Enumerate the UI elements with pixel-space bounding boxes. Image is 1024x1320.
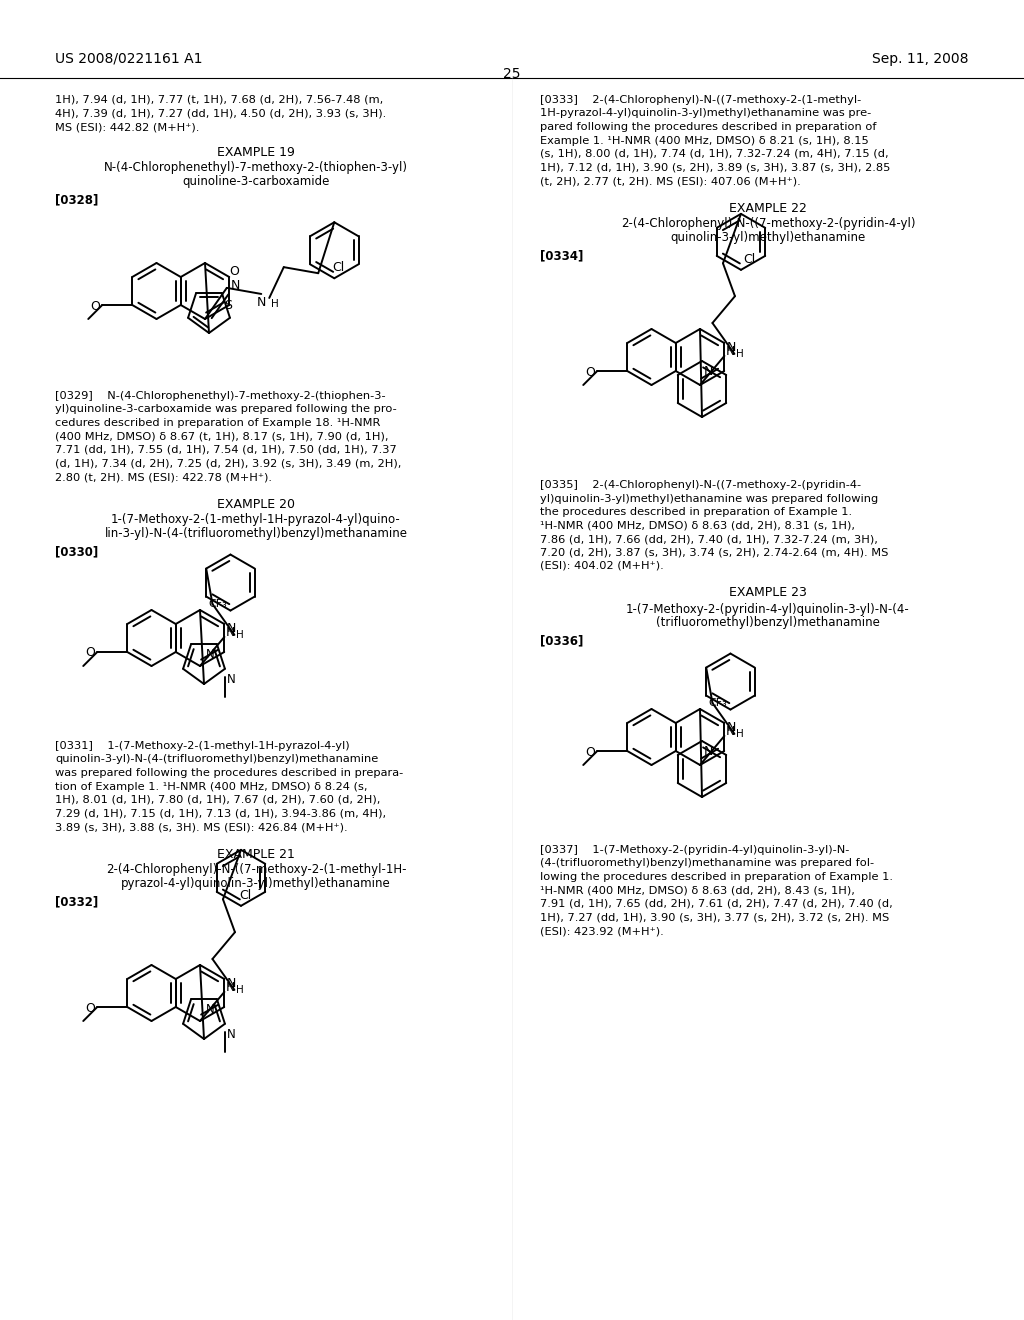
Text: EXAMPLE 23: EXAMPLE 23 xyxy=(729,586,807,599)
Text: the procedures described in preparation of Example 1.: the procedures described in preparation … xyxy=(540,507,852,517)
Text: yl)quinoline-3-carboxamide was prepared following the pro-: yl)quinoline-3-carboxamide was prepared … xyxy=(55,404,396,414)
Text: N: N xyxy=(726,725,735,738)
Text: O: O xyxy=(228,265,239,279)
Text: (s, 1H), 8.00 (d, 1H), 7.74 (d, 1H), 7.32-7.24 (m, 4H), 7.15 (d,: (s, 1H), 8.00 (d, 1H), 7.74 (d, 1H), 7.3… xyxy=(540,149,889,158)
Text: S: S xyxy=(224,300,231,313)
Text: (400 MHz, DMSO) δ 8.67 (t, 1H), 8.17 (s, 1H), 7.90 (d, 1H),: (400 MHz, DMSO) δ 8.67 (t, 1H), 8.17 (s,… xyxy=(55,432,388,441)
Text: H: H xyxy=(736,729,744,739)
Text: yl)quinolin-3-yl)methyl)ethanamine was prepared following: yl)quinolin-3-yl)methyl)ethanamine was p… xyxy=(540,494,879,503)
Text: Example 1. ¹H-NMR (400 MHz, DMSO) δ 8.21 (s, 1H), 8.15: Example 1. ¹H-NMR (400 MHz, DMSO) δ 8.21… xyxy=(540,136,868,145)
Text: EXAMPLE 21: EXAMPLE 21 xyxy=(217,847,295,861)
Text: lowing the procedures described in preparation of Example 1.: lowing the procedures described in prepa… xyxy=(540,873,893,882)
Text: N: N xyxy=(726,345,735,358)
Text: ¹H-NMR (400 MHz, DMSO) δ 8.63 (dd, 2H), 8.31 (s, 1H),: ¹H-NMR (400 MHz, DMSO) δ 8.63 (dd, 2H), … xyxy=(540,520,855,531)
Text: 3.89 (s, 3H), 3.88 (s, 3H). MS (ESI): 426.84 (M+H⁺).: 3.89 (s, 3H), 3.88 (s, 3H). MS (ESI): 42… xyxy=(55,822,347,832)
Text: N: N xyxy=(227,1028,236,1040)
Text: N: N xyxy=(226,977,236,990)
Text: (trifluoromethyl)benzyl)methanamine: (trifluoromethyl)benzyl)methanamine xyxy=(656,616,880,630)
Text: EXAMPLE 22: EXAMPLE 22 xyxy=(729,202,807,214)
Text: N: N xyxy=(226,626,236,639)
Text: O: O xyxy=(85,647,95,660)
Text: O: O xyxy=(90,300,100,313)
Text: Cl: Cl xyxy=(333,261,344,275)
Text: H: H xyxy=(237,985,244,995)
Text: [0335]    2-(4-Chlorophenyl)-N-((7-methoxy-2-(pyridin-4-: [0335] 2-(4-Chlorophenyl)-N-((7-methoxy-… xyxy=(540,480,861,490)
Text: 1H-pyrazol-4-yl)quinolin-3-yl)methyl)ethanamine was pre-: 1H-pyrazol-4-yl)quinolin-3-yl)methyl)eth… xyxy=(540,108,871,119)
Text: quinolin-3-yl)-N-(4-(trifluoromethyl)benzyl)methanamine: quinolin-3-yl)-N-(4-(trifluoromethyl)ben… xyxy=(55,755,378,764)
Text: Sep. 11, 2008: Sep. 11, 2008 xyxy=(872,51,969,66)
Text: 2.80 (t, 2H). MS (ESI): 422.78 (M+H⁺).: 2.80 (t, 2H). MS (ESI): 422.78 (M+H⁺). xyxy=(55,473,272,482)
Text: N: N xyxy=(705,366,714,378)
Text: 7.29 (d, 1H), 7.15 (d, 1H), 7.13 (d, 1H), 3.94-3.86 (m, 4H),: 7.29 (d, 1H), 7.15 (d, 1H), 7.13 (d, 1H)… xyxy=(55,808,386,818)
Text: N-(4-Chlorophenethyl)-7-methoxy-2-(thiophen-3-yl): N-(4-Chlorophenethyl)-7-methoxy-2-(thiop… xyxy=(104,161,408,174)
Text: tion of Example 1. ¹H-NMR (400 MHz, DMSO) δ 8.24 (s,: tion of Example 1. ¹H-NMR (400 MHz, DMSO… xyxy=(55,781,368,792)
Text: US 2008/0221161 A1: US 2008/0221161 A1 xyxy=(55,51,203,66)
Text: 1H), 7.27 (dd, 1H), 3.90 (s, 3H), 3.77 (s, 2H), 3.72 (s, 2H). MS: 1H), 7.27 (dd, 1H), 3.90 (s, 3H), 3.77 (… xyxy=(540,912,889,923)
Text: (d, 1H), 7.34 (d, 2H), 7.25 (d, 2H), 3.92 (s, 3H), 3.49 (m, 2H),: (d, 1H), 7.34 (d, 2H), 7.25 (d, 2H), 3.9… xyxy=(55,458,401,469)
Text: 1H), 7.94 (d, 1H), 7.77 (t, 1H), 7.68 (d, 2H), 7.56-7.48 (m,: 1H), 7.94 (d, 1H), 7.77 (t, 1H), 7.68 (d… xyxy=(55,95,383,106)
Text: N: N xyxy=(726,341,736,354)
Text: CF₃: CF₃ xyxy=(208,598,227,609)
Text: H: H xyxy=(271,298,279,309)
Text: 1H), 8.01 (d, 1H), 7.80 (d, 1H), 7.67 (d, 2H), 7.60 (d, 2H),: 1H), 8.01 (d, 1H), 7.80 (d, 1H), 7.67 (d… xyxy=(55,795,380,805)
Text: [0328]: [0328] xyxy=(55,193,98,206)
Text: 7.71 (dd, 1H), 7.55 (d, 1H), 7.54 (d, 1H), 7.50 (dd, 1H), 7.37: 7.71 (dd, 1H), 7.55 (d, 1H), 7.54 (d, 1H… xyxy=(55,445,396,455)
Text: Cl: Cl xyxy=(743,253,756,265)
Text: 1H), 7.12 (d, 1H), 3.90 (s, 2H), 3.89 (s, 3H), 3.87 (s, 3H), 2.85: 1H), 7.12 (d, 1H), 3.90 (s, 2H), 3.89 (s… xyxy=(540,162,891,173)
Text: MS (ESI): 442.82 (M+H⁺).: MS (ESI): 442.82 (M+H⁺). xyxy=(55,121,200,132)
Text: N: N xyxy=(226,981,236,994)
Text: 1-(7-Methoxy-2-(1-methyl-1H-pyrazol-4-yl)quino-: 1-(7-Methoxy-2-(1-methyl-1H-pyrazol-4-yl… xyxy=(112,513,400,527)
Text: (ESI): 423.92 (M+H⁺).: (ESI): 423.92 (M+H⁺). xyxy=(540,927,664,936)
Text: 2-(4-Chlorophenyl)-N-((7-methoxy-2-(pyridin-4-yl): 2-(4-Chlorophenyl)-N-((7-methoxy-2-(pyri… xyxy=(621,218,915,231)
Text: O: O xyxy=(586,746,595,759)
Text: 25: 25 xyxy=(503,67,521,81)
Text: N: N xyxy=(257,296,266,309)
Text: (ESI): 404.02 (M+H⁺).: (ESI): 404.02 (M+H⁺). xyxy=(540,561,664,572)
Text: N: N xyxy=(227,673,236,686)
Text: (t, 2H), 2.77 (t, 2H). MS (ESI): 407.06 (M+H⁺).: (t, 2H), 2.77 (t, 2H). MS (ESI): 407.06 … xyxy=(540,176,801,186)
Text: pared following the procedures described in preparation of: pared following the procedures described… xyxy=(540,121,877,132)
Text: [0332]: [0332] xyxy=(55,895,98,908)
Text: Cl: Cl xyxy=(239,888,251,902)
Text: (4-(trifluoromethyl)benzyl)methanamine was prepared fol-: (4-(trifluoromethyl)benzyl)methanamine w… xyxy=(540,858,874,869)
Text: 7.20 (d, 2H), 3.87 (s, 3H), 3.74 (s, 2H), 2.74-2.64 (m, 4H). MS: 7.20 (d, 2H), 3.87 (s, 3H), 3.74 (s, 2H)… xyxy=(540,548,889,557)
Text: N: N xyxy=(206,648,215,661)
Text: 7.86 (d, 1H), 7.66 (dd, 2H), 7.40 (d, 1H), 7.32-7.24 (m, 3H),: 7.86 (d, 1H), 7.66 (dd, 2H), 7.40 (d, 1H… xyxy=(540,535,878,544)
Text: quinoline-3-carboxamide: quinoline-3-carboxamide xyxy=(182,176,330,187)
Text: EXAMPLE 20: EXAMPLE 20 xyxy=(217,498,295,511)
Text: pyrazol-4-yl)quinolin-3-yl)methyl)ethanamine: pyrazol-4-yl)quinolin-3-yl)methyl)ethana… xyxy=(121,876,391,890)
Text: ¹H-NMR (400 MHz, DMSO) δ 8.63 (dd, 2H), 8.43 (s, 1H),: ¹H-NMR (400 MHz, DMSO) δ 8.63 (dd, 2H), … xyxy=(540,886,855,895)
Text: 2-(4-Chlorophenyl)-N-((7-methoxy-2-(1-methyl-1H-: 2-(4-Chlorophenyl)-N-((7-methoxy-2-(1-me… xyxy=(105,863,407,876)
Text: N: N xyxy=(226,622,236,635)
Text: [0330]: [0330] xyxy=(55,545,98,558)
Text: O: O xyxy=(586,366,595,379)
Text: [0337]    1-(7-Methoxy-2-(pyridin-4-yl)quinolin-3-yl)-N-: [0337] 1-(7-Methoxy-2-(pyridin-4-yl)quin… xyxy=(540,845,849,855)
Text: N: N xyxy=(206,1003,215,1016)
Text: [0336]: [0336] xyxy=(540,634,584,647)
Text: EXAMPLE 19: EXAMPLE 19 xyxy=(217,145,295,158)
Text: [0334]: [0334] xyxy=(540,249,584,261)
Text: cedures described in preparation of Example 18. ¹H-NMR: cedures described in preparation of Exam… xyxy=(55,418,380,428)
Text: CF₃: CF₃ xyxy=(709,697,727,708)
Text: 4H), 7.39 (d, 1H), 7.27 (dd, 1H), 4.50 (d, 2H), 3.93 (s, 3H).: 4H), 7.39 (d, 1H), 7.27 (dd, 1H), 4.50 (… xyxy=(55,108,386,119)
Text: was prepared following the procedures described in prepara-: was prepared following the procedures de… xyxy=(55,768,403,777)
Text: H: H xyxy=(237,630,244,640)
Text: N: N xyxy=(231,279,241,292)
Text: lin-3-yl)-N-(4-(trifluoromethyl)benzyl)methanamine: lin-3-yl)-N-(4-(trifluoromethyl)benzyl)m… xyxy=(104,527,408,540)
Text: H: H xyxy=(736,348,744,359)
Text: N: N xyxy=(726,721,736,734)
Text: [0331]    1-(7-Methoxy-2-(1-methyl-1H-pyrazol-4-yl): [0331] 1-(7-Methoxy-2-(1-methyl-1H-pyraz… xyxy=(55,741,349,751)
Text: [0333]    2-(4-Chlorophenyl)-N-((7-methoxy-2-(1-methyl-: [0333] 2-(4-Chlorophenyl)-N-((7-methoxy-… xyxy=(540,95,861,106)
Text: N: N xyxy=(705,744,714,758)
Text: [0329]    N-(4-Chlorophenethyl)-7-methoxy-2-(thiophen-3-: [0329] N-(4-Chlorophenethyl)-7-methoxy-2… xyxy=(55,391,386,401)
Text: O: O xyxy=(85,1002,95,1015)
Text: 1-(7-Methoxy-2-(pyridin-4-yl)quinolin-3-yl)-N-(4-: 1-(7-Methoxy-2-(pyridin-4-yl)quinolin-3-… xyxy=(626,602,910,615)
Text: 7.91 (d, 1H), 7.65 (dd, 2H), 7.61 (d, 2H), 7.47 (d, 2H), 7.40 (d,: 7.91 (d, 1H), 7.65 (dd, 2H), 7.61 (d, 2H… xyxy=(540,899,893,909)
Text: quinolin-3-yl)methyl)ethanamine: quinolin-3-yl)methyl)ethanamine xyxy=(671,231,865,244)
